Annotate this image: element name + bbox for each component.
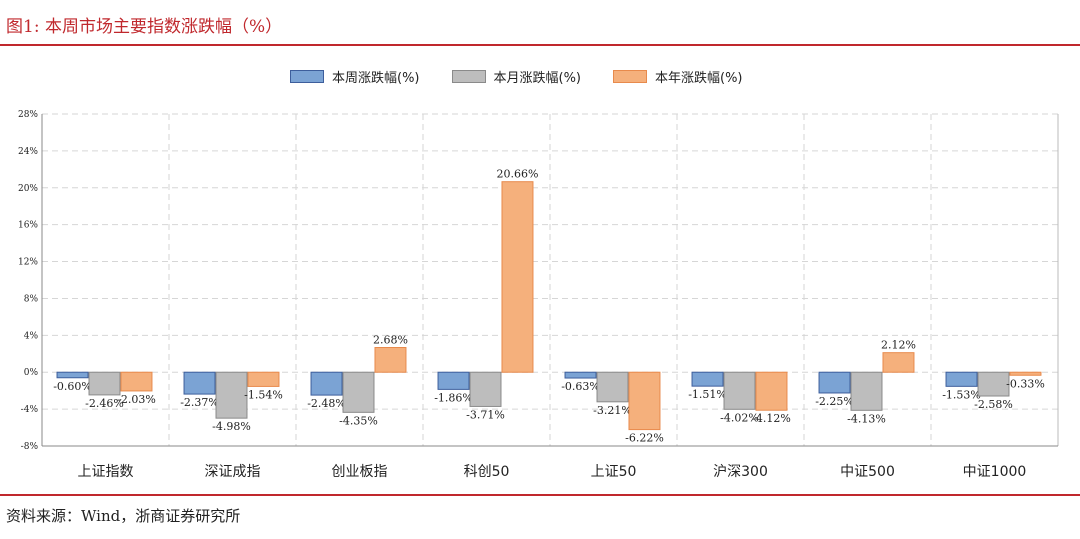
legend-label-monthly: 本月涨跌幅(%) xyxy=(493,70,582,86)
data-label: -4.02% xyxy=(720,411,759,424)
legend-swatch-yearly xyxy=(613,69,647,83)
bar xyxy=(564,371,597,379)
y-tick-label: 8% xyxy=(24,294,39,304)
legend-swatch-weekly xyxy=(290,69,324,83)
source-rule xyxy=(0,494,1080,496)
x-tick-label: 中证1000 xyxy=(963,464,1027,480)
bar xyxy=(469,371,502,407)
bar xyxy=(882,352,915,373)
bar xyxy=(596,371,629,403)
source-note: 资料来源：Wind，浙商证券研究所 xyxy=(6,507,241,525)
y-tick-label: 16% xyxy=(18,221,38,231)
data-label: -2.58% xyxy=(974,398,1013,411)
data-label: -4.98% xyxy=(212,420,251,433)
data-label: -0.33% xyxy=(1006,377,1045,390)
data-label: -2.25% xyxy=(815,395,854,408)
data-label: -1.54% xyxy=(244,388,283,401)
bar xyxy=(977,371,1010,397)
bar xyxy=(342,371,375,413)
bar xyxy=(691,371,724,387)
y-tick-label: -8% xyxy=(21,442,39,452)
data-label: -2.37% xyxy=(180,396,219,409)
data-label: -1.53% xyxy=(942,388,981,401)
data-label: -1.86% xyxy=(434,391,473,404)
data-label: -0.60% xyxy=(53,380,92,393)
bar xyxy=(1009,371,1042,376)
bar xyxy=(818,371,851,394)
legend-item-yearly: 本年涨跌幅(%) xyxy=(613,67,743,86)
x-tick-label: 深证成指 xyxy=(205,464,261,480)
bar xyxy=(501,181,534,373)
data-label: -0.63% xyxy=(561,380,600,393)
bar xyxy=(120,371,153,392)
data-label: -4.35% xyxy=(339,414,378,427)
data-label: -3.71% xyxy=(466,408,505,421)
y-tick-label: 28% xyxy=(18,110,38,120)
bar xyxy=(755,371,788,411)
bar xyxy=(945,371,978,387)
data-label: -2.48% xyxy=(307,397,346,410)
data-label: -2.46% xyxy=(85,397,124,410)
data-label: -1.51% xyxy=(688,388,727,401)
x-tick-label: 沪深300 xyxy=(713,464,768,480)
bar xyxy=(310,371,343,396)
figure-title: 图1: 本周市场主要指数涨跌幅（%） xyxy=(6,17,283,37)
legend-label-yearly: 本年涨跌幅(%) xyxy=(655,70,743,86)
data-label: -4.12% xyxy=(752,412,791,425)
bar xyxy=(723,371,756,410)
bar xyxy=(374,347,407,373)
bar xyxy=(56,371,89,379)
data-label: -4.13% xyxy=(847,412,886,425)
bar xyxy=(437,371,470,390)
bar xyxy=(247,371,280,387)
y-tick-label: 0% xyxy=(24,368,39,378)
data-label: -2.03% xyxy=(117,393,156,406)
data-label: 20.66% xyxy=(496,168,538,181)
y-tick-label: 12% xyxy=(18,258,38,268)
data-label: 2.68% xyxy=(373,334,408,347)
legend-item-monthly: 本月涨跌幅(%) xyxy=(451,67,582,86)
y-tick-label: -4% xyxy=(21,405,39,415)
y-tick-label: 20% xyxy=(18,184,38,194)
legend-label-weekly: 本周涨跌幅(%) xyxy=(332,70,420,86)
legend-item-weekly: 本周涨跌幅(%) xyxy=(290,67,420,86)
y-tick-label: 24% xyxy=(18,147,38,157)
bar xyxy=(628,371,661,431)
bar xyxy=(88,371,121,396)
x-tick-label: 上证50 xyxy=(591,464,637,480)
y-tick-label: 4% xyxy=(24,331,39,341)
data-label: -3.21% xyxy=(593,404,632,417)
bar xyxy=(183,371,216,395)
bar xyxy=(850,371,883,411)
x-tick-label: 上证指数 xyxy=(78,464,134,480)
x-tick-label: 中证500 xyxy=(840,464,895,480)
x-tick-label: 创业板指 xyxy=(332,464,388,480)
legend-swatch-monthly xyxy=(451,69,486,83)
chart-legend: 本周涨跌幅(%) 本月涨跌幅(%) 本年涨跌幅(%) xyxy=(290,66,775,86)
data-label: 2.12% xyxy=(881,339,916,352)
data-label: -6.22% xyxy=(625,432,664,445)
bar xyxy=(215,371,248,419)
x-tick-label: 科创50 xyxy=(464,464,510,480)
title-rule xyxy=(0,44,1080,46)
